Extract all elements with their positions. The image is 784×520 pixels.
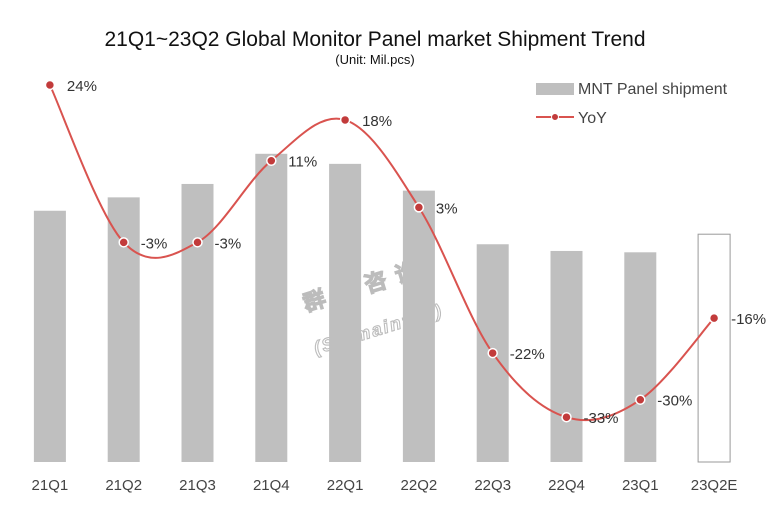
yoy-label-23Q2E: -16% — [731, 311, 766, 328]
x-tick-23Q1: 23Q1 — [622, 477, 659, 494]
bar-21Q2 — [107, 197, 140, 462]
legend-line-label: YoY — [578, 110, 607, 127]
yoy-label-21Q2: -3% — [141, 235, 168, 252]
bar-21Q1 — [33, 210, 66, 462]
x-tick-22Q4: 22Q4 — [548, 477, 585, 494]
yoy-marker-22Q1 — [339, 114, 351, 126]
yoy-marker-21Q3 — [192, 237, 203, 248]
yoy-marker-21Q1 — [44, 79, 56, 91]
yoy-marker-23Q1 — [635, 394, 646, 405]
bar-22Q2 — [402, 190, 435, 462]
yoy-line — [48, 84, 715, 422]
bar-series — [33, 153, 731, 463]
x-tick-23Q2E: 23Q2E — [691, 477, 738, 494]
x-tick-21Q2: 21Q2 — [105, 477, 142, 494]
x-tick-22Q3: 22Q3 — [474, 477, 511, 494]
bar-21Q4 — [255, 153, 288, 463]
yoy-data-labels: 24% -3% -3% 11% 18% 3% -22% -33% -30% -16% — [67, 78, 766, 427]
yoy-marker-22Q3 — [487, 347, 498, 359]
yoy-label-22Q2: 3% — [436, 200, 458, 217]
x-tick-21Q3: 21Q3 — [179, 477, 216, 494]
yoy-marker-22Q2 — [413, 202, 425, 213]
yoy-marker-23Q2E — [708, 312, 720, 324]
bar-22Q1 — [329, 163, 362, 462]
yoy-label-21Q3: -3% — [215, 235, 242, 252]
x-axis-ticks: 21Q1 21Q2 21Q3 21Q4 22Q1 22Q2 22Q3 22Q4 23Q1 23Q2… — [32, 477, 738, 494]
bar-22Q4 — [550, 250, 583, 462]
x-tick-22Q2: 22Q2 — [401, 477, 438, 494]
x-tick-22Q1: 22Q1 — [327, 477, 364, 494]
yoy-label-23Q1: -30% — [657, 393, 692, 410]
x-tick-21Q4: 21Q4 — [253, 477, 290, 494]
bar-23Q1 — [624, 252, 657, 462]
yoy-label-21Q1: 24% — [67, 78, 97, 95]
yoy-label-22Q1: 18% — [362, 113, 392, 130]
legend-bar-swatch — [536, 83, 574, 95]
yoy-marker-21Q4 — [266, 155, 277, 166]
yoy-marker-21Q2 — [118, 237, 129, 248]
yoy-marker-22Q4 — [561, 411, 572, 423]
bar-23Q2E — [697, 233, 731, 463]
yoy-markers — [44, 79, 720, 423]
x-tick-21Q1: 21Q1 — [32, 477, 69, 494]
yoy-label-22Q3: -22% — [510, 346, 545, 363]
chart-subtitle: (Unit: Mil.pcs) — [335, 52, 414, 67]
yoy-label-22Q4: -33% — [584, 410, 619, 427]
legend-bar-label: MNT Panel shipment — [578, 81, 728, 98]
legend: MNT Panel shipment YoY — [536, 81, 728, 127]
legend-line-marker — [551, 113, 559, 121]
chart-title: 21Q1~23Q2 Global Monitor Panel market Sh… — [104, 28, 645, 51]
yoy-label-21Q4: 11% — [288, 154, 317, 171]
bar-21Q3 — [181, 183, 214, 462]
